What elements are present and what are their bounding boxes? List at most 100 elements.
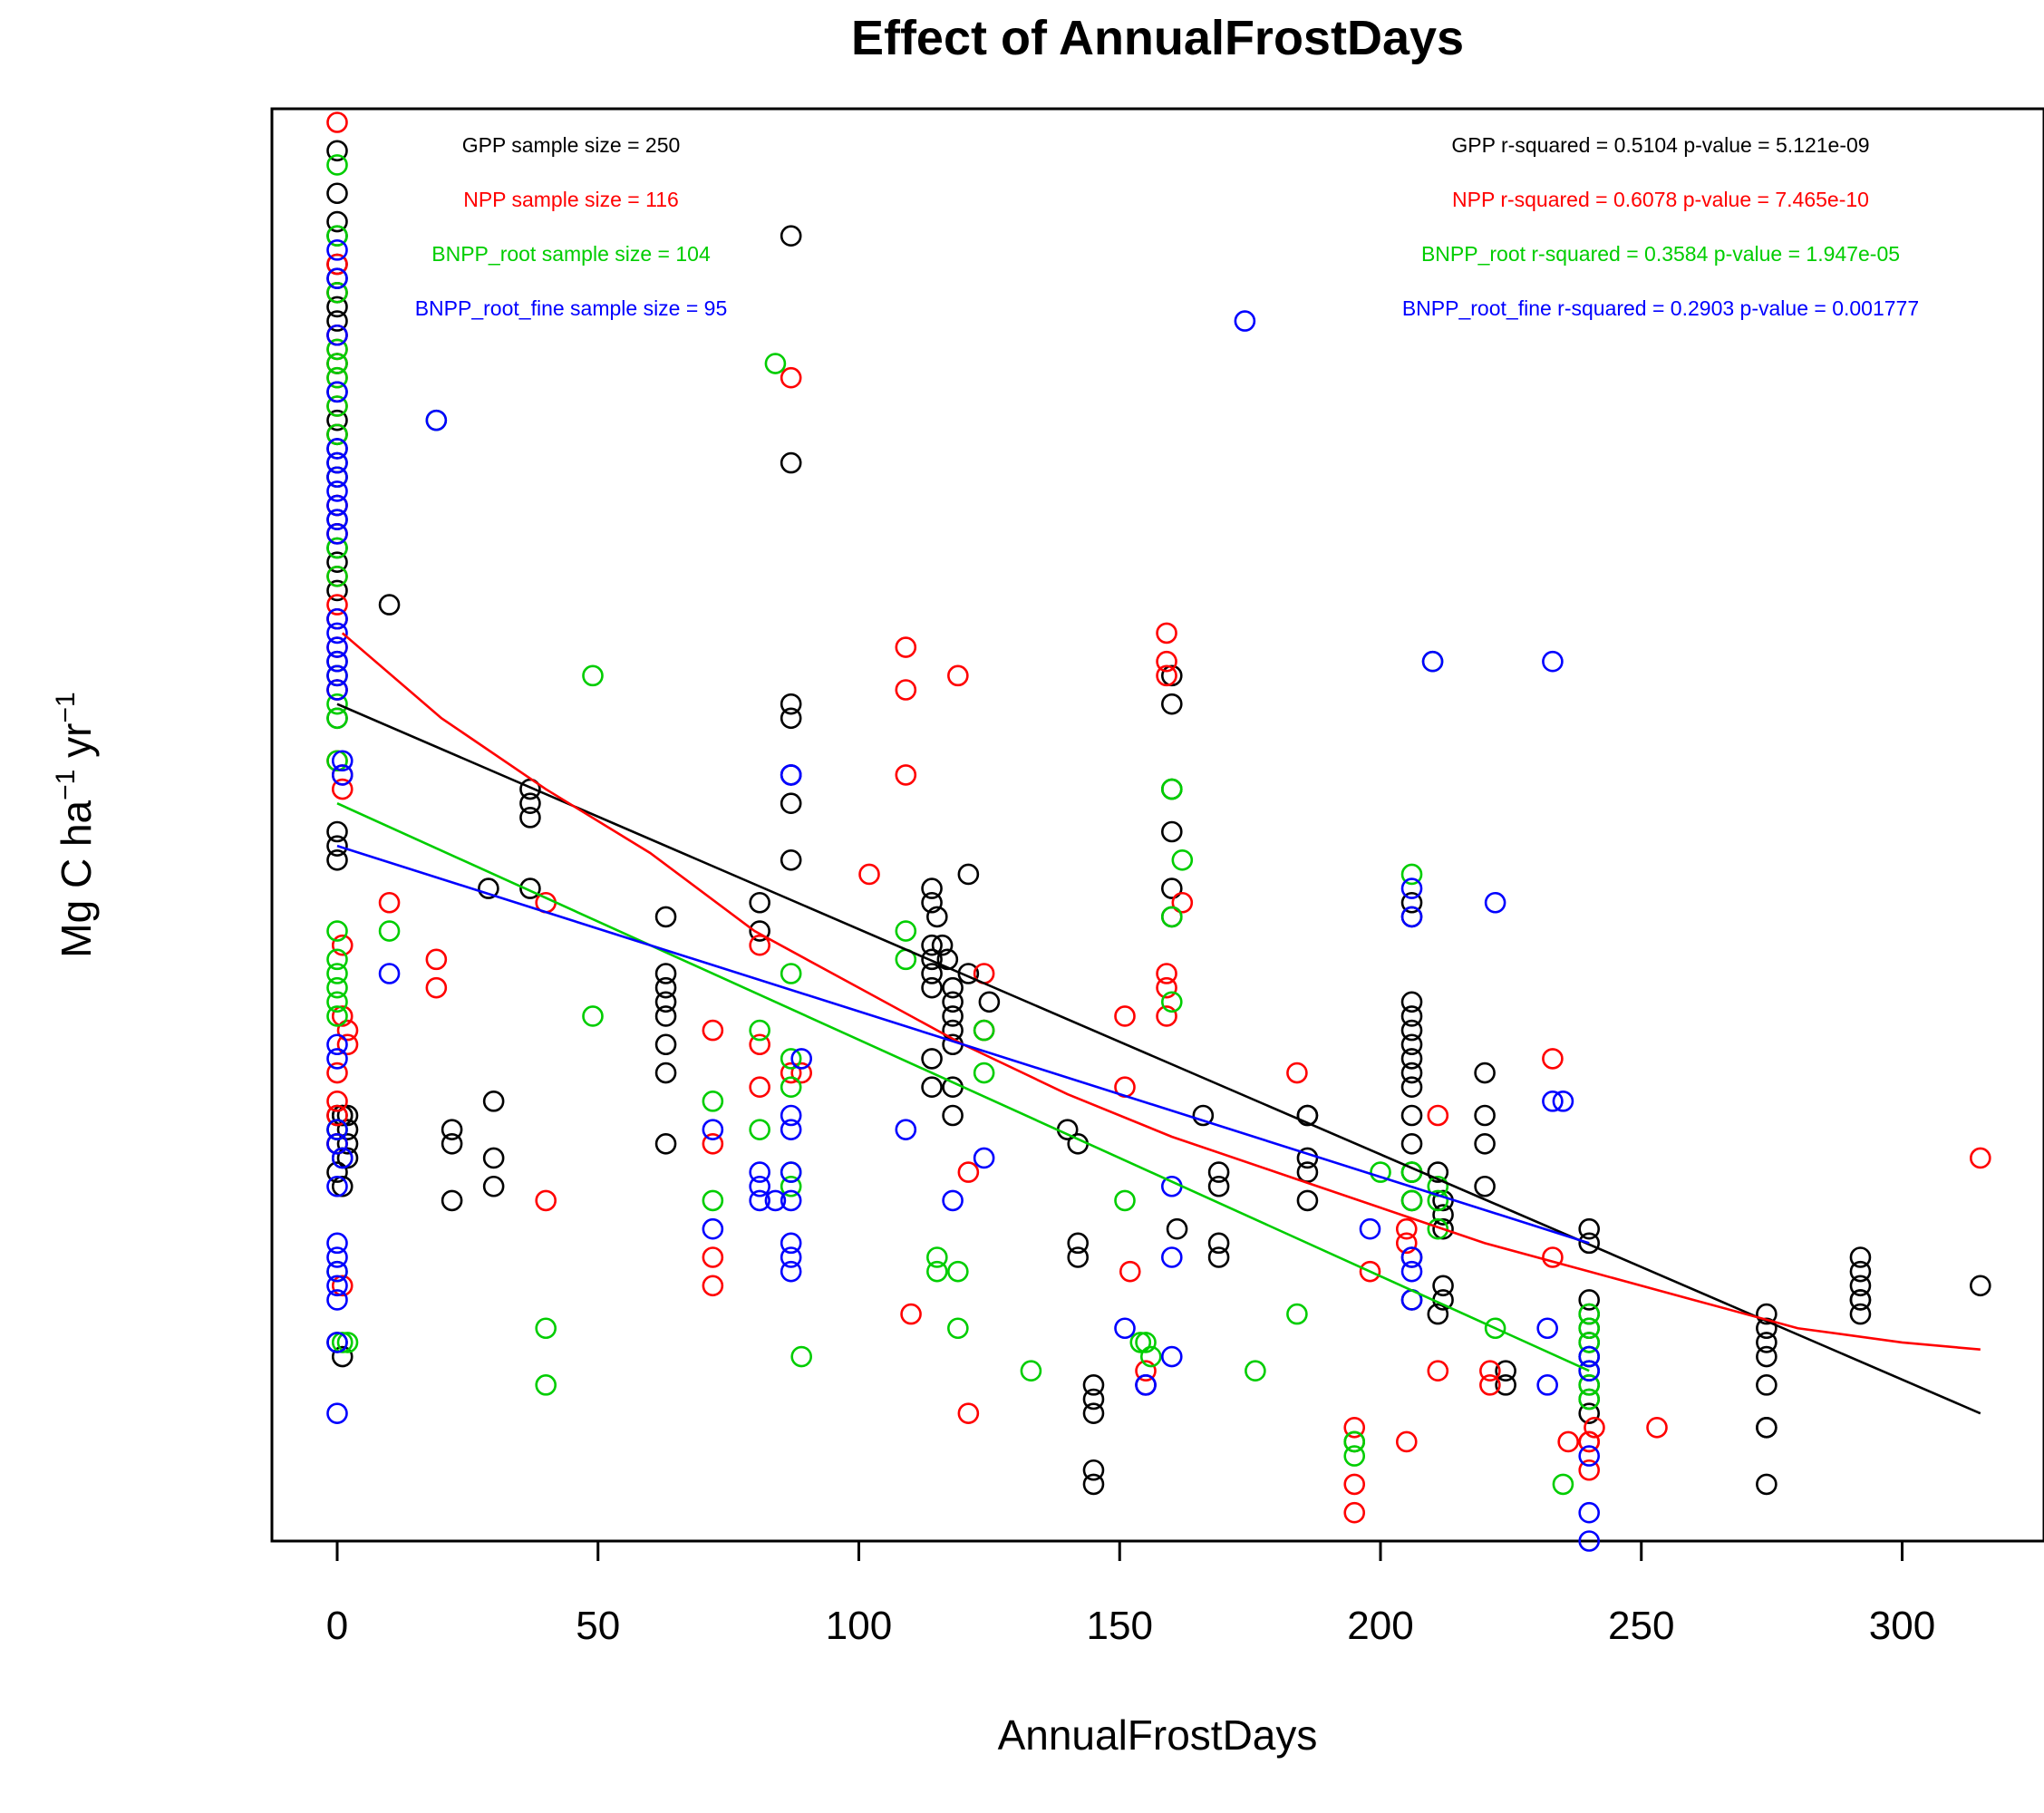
data-point-bnpp-root <box>326 948 348 971</box>
data-point-gpp <box>336 1104 359 1127</box>
x-tick-label: 150 <box>1087 1604 1153 1648</box>
data-point-gpp <box>654 976 677 999</box>
data-point-gpp <box>921 877 943 899</box>
data-point-gpp <box>931 934 954 956</box>
fit-line-bnpp-root <box>336 802 1590 1372</box>
data-point-bnpp-root-fine <box>326 523 348 545</box>
data-point-bnpp-root-fine <box>702 1119 724 1140</box>
data-point-bnpp-root <box>926 1246 948 1268</box>
data-point-gpp <box>780 451 802 474</box>
data-point-bnpp-root-fine <box>1234 310 1256 332</box>
data-point-gpp <box>1970 1275 1991 1297</box>
data-point-gpp <box>1495 1360 1516 1382</box>
data-point-bnpp-root <box>1578 1388 1600 1411</box>
data-point-gpp <box>780 848 802 871</box>
data-point-gpp <box>519 877 541 899</box>
data-point-gpp <box>1082 1473 1105 1496</box>
data-point-gpp <box>1578 1217 1600 1240</box>
data-point-npp <box>1156 664 1177 687</box>
data-point-bnpp-root <box>1161 906 1183 928</box>
data-point-gpp <box>1400 1133 1423 1155</box>
x-tick-label: 50 <box>576 1604 620 1648</box>
data-point-npp <box>702 1275 724 1297</box>
data-point-npp <box>336 1019 359 1042</box>
data-point-gpp <box>1849 1289 1872 1311</box>
data-point-gpp <box>957 863 980 886</box>
data-point-gpp <box>1427 1161 1449 1183</box>
data-point-bnpp-root <box>1343 1445 1366 1467</box>
data-point-bnpp-root-fine <box>326 1175 348 1197</box>
data-point-bnpp-root <box>326 395 348 417</box>
data-point-gpp <box>326 210 348 233</box>
data-point-gpp <box>1207 1161 1230 1183</box>
data-point-bnpp-root-fine <box>1578 1345 1600 1368</box>
data-point-gpp <box>1067 1232 1090 1255</box>
x-axis: 0 50 100 150 200 250 300 <box>326 1541 1935 1648</box>
sample-size-annotation: BNPP_root sample size = 104 <box>431 242 711 266</box>
data-point-npp <box>1343 1417 1366 1439</box>
data-point-bnpp-root-fine <box>326 1048 348 1070</box>
data-point-npp <box>1479 1360 1501 1382</box>
data-point-gpp <box>654 1033 677 1056</box>
data-point-bnpp-root <box>326 366 348 389</box>
data-point-gpp <box>921 948 943 971</box>
x-tick-label: 300 <box>1869 1604 1935 1648</box>
data-point-gpp <box>326 140 348 162</box>
data-point-bnpp-root <box>1129 1332 1152 1353</box>
data-point-gpp <box>1082 1402 1105 1424</box>
data-point-bnpp-root-fine <box>1161 1345 1183 1368</box>
data-point-gpp <box>1578 1402 1600 1424</box>
data-point-gpp <box>654 1005 677 1027</box>
data-point-gpp <box>978 991 1001 1013</box>
data-point-gpp <box>1400 1076 1423 1098</box>
data-point-bnpp-root <box>535 1317 557 1340</box>
data-point-npp <box>1584 1417 1605 1439</box>
r-squared-annotation: BNPP_root r-squared = 0.3584 p-value = 1… <box>1421 242 1900 266</box>
data-point-bnpp-root <box>582 664 604 687</box>
data-point-bnpp-root <box>336 1332 359 1353</box>
r-squared-annotation: BNPP_root_fine r-squared = 0.2903 p-valu… <box>1402 296 1919 320</box>
data-point-npp <box>1156 1005 1177 1027</box>
data-point-bnpp-root-fine <box>702 1217 724 1240</box>
data-point-bnpp-root <box>326 920 348 942</box>
data-point-npp <box>749 934 770 956</box>
data-point-npp <box>1970 1147 1991 1169</box>
data-point-bnpp-root-fine <box>326 1119 348 1140</box>
annotations-right: GPP r-squared = 0.5104 p-value = 5.121e-… <box>1402 133 1919 320</box>
data-point-npp <box>1542 1246 1564 1268</box>
data-point-bnpp-root <box>1370 1161 1391 1183</box>
data-point-bnpp-root <box>535 1374 557 1396</box>
data-point-bnpp-root-fine <box>1400 1246 1423 1268</box>
data-point-gpp <box>936 948 959 971</box>
data-point-gpp <box>1400 1048 1423 1070</box>
data-point-bnpp-root <box>326 154 348 176</box>
data-point-npp <box>749 1033 770 1056</box>
data-point-npp <box>702 1246 724 1268</box>
data-point-gpp <box>331 1345 354 1368</box>
data-point-gpp <box>1432 1217 1454 1240</box>
data-point-bnpp-root <box>780 963 802 984</box>
data-point-bnpp-root <box>326 991 348 1013</box>
data-point-bnpp-root-fine <box>1578 1360 1600 1382</box>
data-point-gpp <box>1067 1246 1090 1268</box>
r-squared-annotation: GPP r-squared = 0.5104 p-value = 5.121e-… <box>1451 133 1869 157</box>
data-point-npp <box>858 863 880 886</box>
data-point-bnpp-root <box>1245 1360 1266 1382</box>
data-point-bnpp-root-fine <box>1542 1091 1564 1112</box>
data-point-npp <box>1135 1360 1157 1382</box>
data-point-bnpp-root-fine <box>1536 1374 1558 1396</box>
data-point-bnpp-root-fine <box>1578 1530 1600 1552</box>
x-tick-label: 0 <box>326 1604 348 1648</box>
data-point-gpp <box>1082 1388 1105 1411</box>
data-point-npp <box>1156 650 1177 673</box>
data-point-bnpp-root-fine <box>326 1402 348 1424</box>
data-point-gpp <box>1474 1104 1496 1127</box>
data-point-gpp <box>921 976 943 999</box>
data-point-gpp <box>749 891 770 914</box>
data-point-npp <box>336 1033 359 1056</box>
x-tick-label: 100 <box>826 1604 892 1648</box>
data-point-npp <box>1427 1104 1449 1127</box>
data-point-npp <box>749 1076 770 1098</box>
data-point-npp <box>1156 976 1177 999</box>
data-point-bnpp-root <box>947 1260 969 1283</box>
